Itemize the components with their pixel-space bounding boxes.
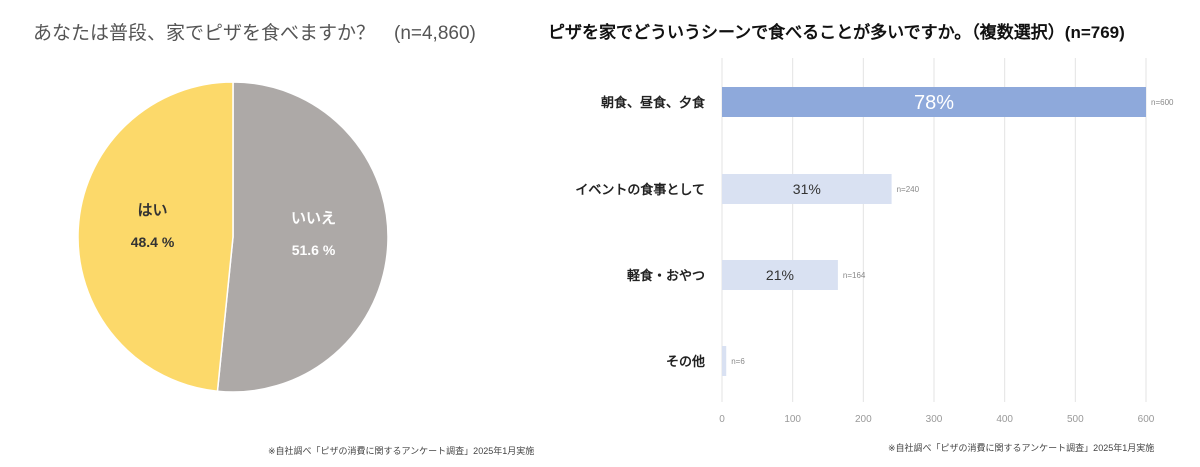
bar-percent-label: 31% <box>793 181 821 197</box>
bar-footnote: ※自社調べ「ピザの消費に関するアンケート調査」2025年1月実施 <box>888 443 1155 453</box>
slice-value-label: 48.4 % <box>131 234 175 250</box>
slice-value-label: 51.6 % <box>292 242 336 258</box>
bar-percent-label: 78% <box>914 92 954 114</box>
category-label: 朝食、昼食、夕食 <box>601 95 706 111</box>
x-tick-label: 200 <box>855 414 872 425</box>
bar <box>722 174 892 204</box>
category-label: 軽食・おやつ <box>627 268 705 284</box>
bar-title: ピザを家でどういうシーンで食べることが多いですか。（複数選択）(n=769) <box>548 23 1125 42</box>
bar-n-label: n=6 <box>731 357 745 366</box>
bar-n-label: n=164 <box>843 271 866 280</box>
x-tick-label: 400 <box>996 414 1013 425</box>
x-tick-label: 0 <box>719 414 725 425</box>
slice-label: いいえ <box>291 210 336 227</box>
bar-percent-label: 21% <box>766 267 794 283</box>
category-label: イベントの食事として <box>575 182 705 198</box>
x-tick-label: 600 <box>1138 414 1155 425</box>
bar-n-label: n=600 <box>1151 98 1174 107</box>
bar-n-label: n=240 <box>897 185 920 194</box>
x-tick-label: 300 <box>926 414 943 425</box>
slice-label: はい <box>137 202 167 219</box>
pie-title: あなたは普段、家でピザを食べますか？ (n=4,860) <box>33 23 476 44</box>
x-tick-label: 100 <box>784 414 801 425</box>
pie-slice <box>77 81 234 393</box>
pie-slice <box>216 81 389 393</box>
bar <box>722 260 838 290</box>
bar <box>722 87 1146 117</box>
bar <box>722 346 727 376</box>
category-label: その他 <box>666 354 705 370</box>
x-tick-label: 500 <box>1067 414 1084 425</box>
pie-footnote: ※自社調べ「ピザの消費に関するアンケート調査」2025年1月実施 <box>268 446 535 456</box>
